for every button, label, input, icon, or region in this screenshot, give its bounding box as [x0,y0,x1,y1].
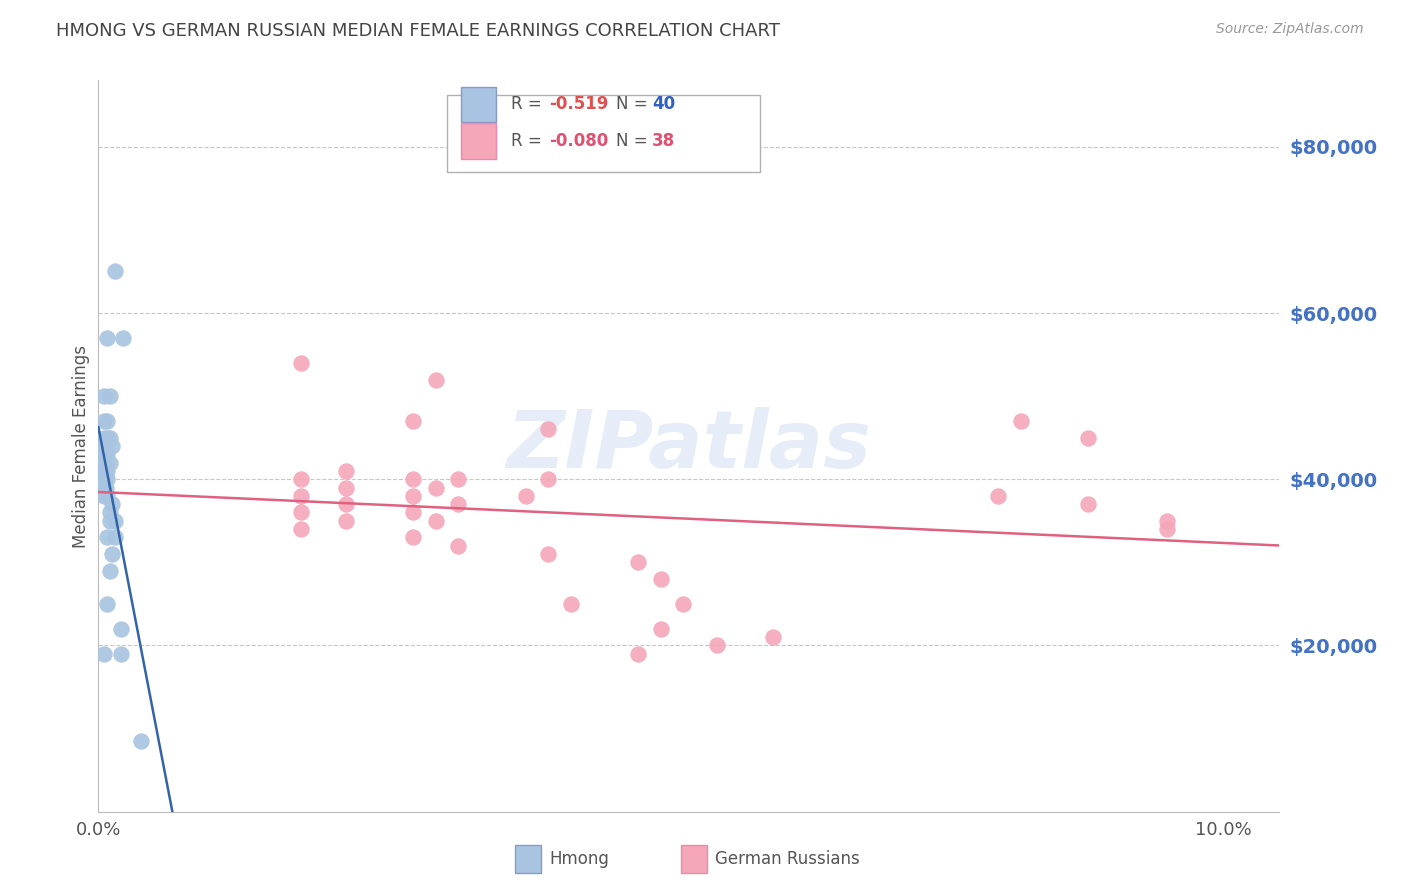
Point [96,414,118,428]
Point [104,264,127,278]
Point [93,647,115,661]
Point [1156,522,1178,536]
Point [425,372,447,386]
Text: Hmong: Hmong [550,850,609,868]
Point [101,547,124,561]
FancyBboxPatch shape [461,123,496,159]
Point [93,389,115,403]
Point [290,356,312,370]
Point [93,447,115,461]
Point [98,564,121,578]
Y-axis label: Median Female Earnings: Median Female Earnings [72,344,90,548]
FancyBboxPatch shape [447,95,759,171]
Text: N =: N = [616,132,652,150]
Point [537,422,560,436]
Point [93,464,115,478]
Point [98,514,121,528]
Point [987,489,1010,503]
Point [104,530,127,544]
Point [290,522,312,536]
Point [98,431,121,445]
FancyBboxPatch shape [461,87,496,122]
Point [447,539,470,553]
Point [96,431,118,445]
Point [1077,431,1099,445]
Point [650,572,672,586]
Point [290,506,312,520]
Point [93,481,115,495]
Text: 38: 38 [652,132,675,150]
Point [402,489,425,503]
Point [112,331,135,345]
Point [402,472,425,486]
Text: -0.080: -0.080 [550,132,609,150]
Point [447,472,470,486]
Point [93,472,115,486]
Text: 40: 40 [652,95,675,113]
Point [627,555,650,569]
Point [1010,414,1032,428]
Text: R =: R = [510,95,547,113]
Text: HMONG VS GERMAN RUSSIAN MEDIAN FEMALE EARNINGS CORRELATION CHART: HMONG VS GERMAN RUSSIAN MEDIAN FEMALE EA… [56,22,780,40]
Point [93,489,115,503]
Point [425,514,447,528]
Point [290,489,312,503]
Point [1156,514,1178,528]
Point [762,630,785,644]
FancyBboxPatch shape [516,846,541,873]
FancyBboxPatch shape [681,846,707,873]
Text: -0.519: -0.519 [550,95,609,113]
Point [110,622,132,636]
Text: R =: R = [510,132,547,150]
Point [96,481,118,495]
Point [93,456,115,470]
Point [96,530,118,544]
Text: German Russians: German Russians [714,850,859,868]
Point [96,489,118,503]
Point [98,506,121,520]
Point [96,456,118,470]
Point [402,530,425,544]
Point [98,456,121,470]
Point [96,597,118,611]
Point [96,464,118,478]
Point [96,472,118,486]
Point [515,489,537,503]
Point [706,639,728,653]
Point [101,497,124,511]
Point [335,497,357,511]
Point [402,506,425,520]
Point [96,439,118,453]
Point [129,734,152,748]
Text: ZIPatlas: ZIPatlas [506,407,872,485]
Point [672,597,695,611]
Point [104,514,127,528]
Point [290,472,312,486]
Point [537,547,560,561]
Point [93,414,115,428]
Point [335,464,357,478]
Point [93,431,115,445]
Point [425,481,447,495]
Point [402,414,425,428]
Point [537,472,560,486]
Point [96,331,118,345]
Point [627,647,650,661]
Point [93,439,115,453]
Text: N =: N = [616,95,652,113]
Point [335,514,357,528]
Point [560,597,582,611]
Point [96,447,118,461]
Point [447,497,470,511]
Point [98,389,121,403]
Point [101,439,124,453]
Point [1077,497,1099,511]
Point [335,481,357,495]
Point [650,622,672,636]
Point [110,647,132,661]
Text: Source: ZipAtlas.com: Source: ZipAtlas.com [1216,22,1364,37]
